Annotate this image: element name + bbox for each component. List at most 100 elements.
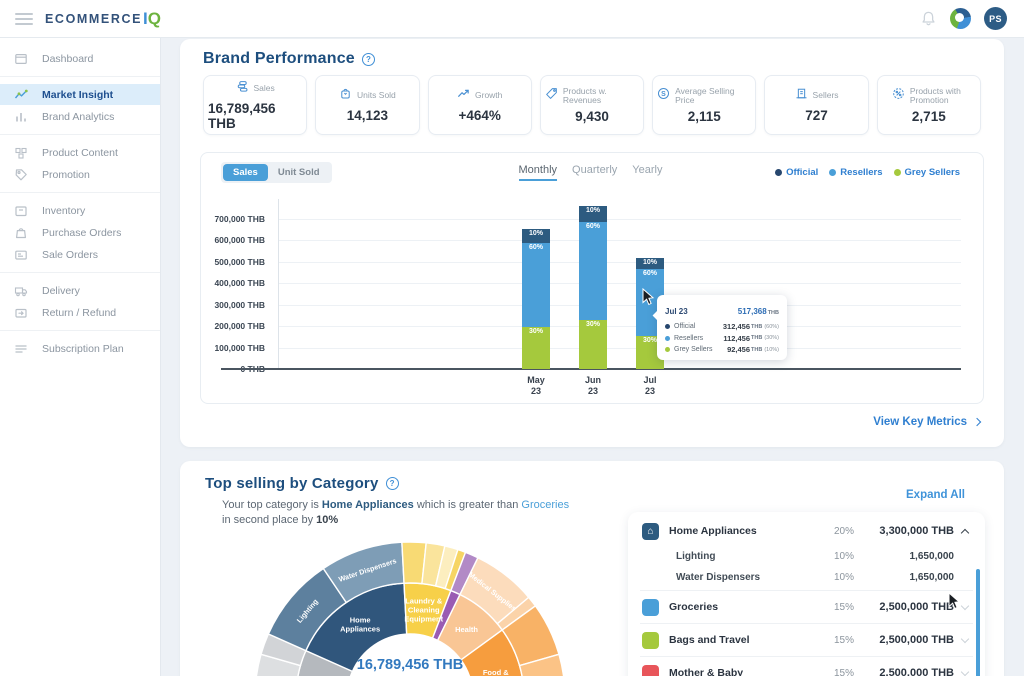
help-icon[interactable]	[385, 477, 399, 490]
sidebar-item-market-insight[interactable]: Market Insight	[0, 84, 160, 105]
bar-segment-resellers[interactable]: 60%	[579, 221, 607, 320]
row-divider	[640, 656, 973, 657]
expand-all-link[interactable]: Expand All	[906, 489, 965, 501]
category-row-groceries[interactable]: Groceries 15% 2,500,000 THB	[628, 593, 985, 621]
mouse-cursor	[642, 288, 655, 306]
tab-yearly[interactable]: Yearly	[632, 163, 663, 176]
sunburst-label: Health	[455, 625, 478, 634]
legend-dot	[829, 168, 837, 176]
expand-chevron-icon[interactable]	[957, 667, 973, 676]
sale-orders-icon	[14, 248, 28, 262]
y-axis-tick: 200,000 THB	[214, 321, 265, 331]
category-row-home-appliances[interactable]: ⌂ Home Appliances 20% 3,300,000 THB	[628, 516, 985, 546]
sunburst-label: Home Appliances	[340, 615, 380, 633]
subcategory-row-lighting[interactable]: Lighting 10% 1,650,000	[676, 551, 954, 562]
toggle-sales[interactable]: Sales	[223, 163, 268, 181]
svg-text:S: S	[661, 91, 666, 98]
sidebar-item-inventory[interactable]: Inventory	[0, 200, 160, 221]
sidebar-divider	[0, 76, 160, 77]
support-chat-icon[interactable]	[950, 8, 971, 29]
bar-segment-official[interactable]: 10%	[579, 205, 607, 222]
hamburger-menu-icon[interactable]	[15, 12, 33, 25]
tooltip-row-grey-sellers: Grey Sellers 92,456 THB (10%)	[665, 345, 779, 354]
sidebar-item-brand-analytics[interactable]: Brand Analytics	[0, 106, 160, 127]
y-axis-tick: 700,000 THB	[214, 213, 265, 224]
y-axis-tick: 500,000 THB	[214, 256, 265, 267]
help-icon[interactable]	[361, 52, 375, 66]
tooltip-row-official: Official 312,456 THB (60%)	[665, 322, 779, 331]
bar-segment-official[interactable]: 10%	[522, 229, 550, 244]
sidebar-item-promotion[interactable]: Promotion	[0, 164, 160, 185]
topbar: ECOMMERCE I Q PS	[0, 0, 1024, 38]
metric-value: 9,430	[575, 108, 609, 124]
legend-official[interactable]: Official	[775, 167, 818, 178]
mother-baby-icon	[642, 664, 659, 676]
market-insight-icon	[14, 88, 28, 102]
tab-monthly[interactable]: Monthly	[518, 164, 558, 181]
legend-grey-sellers[interactable]: Grey Sellers	[893, 167, 960, 178]
category-list-card: ⌂ Home Appliances 20% 3,300,000 THB Ligh…	[628, 512, 985, 676]
sidebar-divider	[0, 134, 160, 135]
product-content-icon	[14, 146, 28, 160]
coins-icon	[236, 80, 249, 98]
tab-quarterly[interactable]: Quarterly	[572, 163, 618, 176]
category-row-bags-travel[interactable]: Bags and Travel 15% 2,500,000 THB	[628, 626, 985, 654]
sidebar-divider	[0, 330, 160, 331]
sidebar-item-product-content[interactable]: Product Content	[0, 142, 160, 163]
chevron-right-icon	[972, 417, 982, 427]
x-axis-line	[221, 368, 961, 370]
sidebar-item-dashboard[interactable]: Dashboard	[0, 48, 160, 69]
collapse-chevron-icon[interactable]	[957, 526, 973, 538]
promotion-tag-icon	[14, 168, 28, 182]
metric-card-units-sold: Units Sold 14,123	[315, 75, 420, 135]
sidebar-item-return-refund[interactable]: Return / Refund	[0, 302, 160, 323]
y-axis-tick: 600,000 THB	[214, 235, 265, 245]
view-key-metrics-link[interactable]: View Key Metrics	[873, 416, 982, 428]
x-axis-label: Jul 23	[643, 375, 657, 396]
expand-chevron-icon[interactable]	[957, 634, 973, 645]
legend-resellers[interactable]: Resellers	[829, 167, 883, 178]
sidebar-item-purchase-orders[interactable]: Purchase Orders	[0, 222, 160, 243]
metric-value: 14,123	[346, 108, 389, 123]
category-sunburst-chart: OthersHomeAppliancesLaundry &CleaningEqu…	[255, 541, 565, 676]
metric-card-products-promotion: Products with Promotion 2,715	[876, 75, 981, 135]
bar-segment-resellers[interactable]: 60%	[522, 243, 550, 328]
subcategory-row-water-dispensers[interactable]: Water Dispensers 10% 1,650,000	[676, 572, 954, 583]
top-category-name: Home Appliances	[321, 499, 414, 511]
section-title: Top selling by Category	[205, 475, 379, 492]
top-category-summary: Your top category is Home Appliances whi…	[222, 499, 570, 526]
inventory-icon	[14, 204, 28, 218]
subscription-plan-icon	[14, 342, 28, 356]
gridline	[278, 240, 961, 241]
metric-cards: Sales 16,789,456 THB Units Sold 14,123 G…	[203, 75, 981, 135]
bar-segment-official[interactable]: 10%	[636, 257, 664, 269]
sales-units-toggle: Sales Unit Sold	[221, 161, 332, 183]
bar-segment-grey-sellers[interactable]: 30%	[522, 327, 550, 369]
sidebar-item-subscription-plan[interactable]: Subscription Plan	[0, 338, 160, 359]
sidebar-item-sale-orders[interactable]: Sale Orders	[0, 244, 160, 265]
sunburst-segment[interactable]	[518, 653, 565, 676]
row-divider	[640, 623, 973, 624]
metric-card-sales: Sales 16,789,456 THB	[203, 75, 308, 135]
page-title: Brand Performance	[203, 50, 355, 67]
category-row-mother-baby[interactable]: Mother & Baby 15% 2,500,000 THB	[628, 659, 985, 676]
bar-segment-grey-sellers[interactable]: 30%	[579, 319, 607, 369]
toggle-unit-sold[interactable]: Unit Sold	[277, 166, 320, 178]
main-content: Brand Performance Sales 16,789,456 THB U…	[161, 38, 1024, 676]
sidebar-item-delivery[interactable]: Delivery	[0, 280, 160, 301]
second-category-link[interactable]: Groceries	[521, 499, 570, 511]
list-scrollbar[interactable]	[976, 569, 980, 676]
purchase-orders-icon	[14, 226, 28, 240]
chart-legend: Official Resellers Grey Sellers	[775, 167, 960, 178]
metric-value: +464%	[458, 108, 501, 123]
row-divider	[640, 590, 973, 591]
notification-bell-icon[interactable]	[920, 10, 937, 27]
gridline	[278, 261, 961, 263]
dashboard-icon	[14, 52, 28, 66]
home-appliances-icon: ⌂	[642, 522, 659, 540]
discount-badge-icon	[892, 87, 905, 105]
building-icon	[795, 87, 808, 105]
metric-card-growth: Growth +464%	[427, 75, 532, 135]
avatar[interactable]: PS	[984, 7, 1007, 30]
